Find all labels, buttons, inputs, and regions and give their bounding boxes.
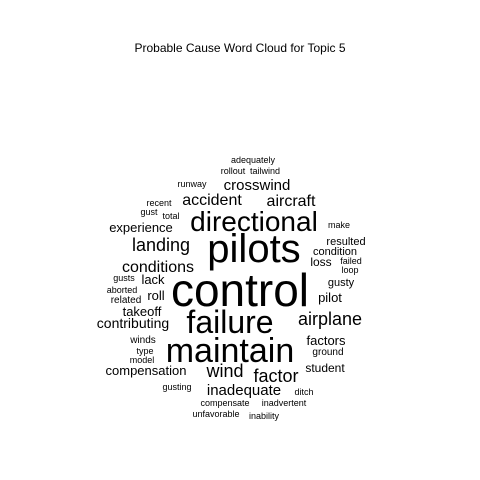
word-maintain: maintain: [166, 332, 295, 370]
word-airplane: airplane: [298, 309, 362, 329]
word-student: student: [305, 361, 345, 375]
word-wind: wind: [205, 361, 243, 381]
word-directional: directional: [190, 206, 318, 237]
word-crosswind: crosswind: [224, 177, 291, 194]
word-adequately: adequately: [231, 155, 276, 165]
word-winds: winds: [129, 335, 156, 346]
word-gust: gust: [140, 207, 158, 217]
word-experience: experience: [109, 220, 173, 235]
word-loop: loop: [341, 265, 358, 275]
word-resulted: resulted: [326, 236, 365, 248]
word-failed: failed: [340, 256, 362, 266]
word-inability: inability: [249, 411, 280, 421]
word-compensate: compensate: [200, 398, 249, 408]
word-gusty: gusty: [328, 277, 355, 289]
word-inadequate: inadequate: [207, 382, 281, 399]
word-ditch: ditch: [294, 387, 313, 397]
word-related: related: [111, 295, 142, 306]
word-tailwind: tailwind: [250, 166, 280, 176]
word-roll: roll: [147, 288, 164, 303]
word-inadvertent: inadvertent: [262, 398, 307, 408]
word-control: control: [171, 264, 309, 316]
word-lack: lack: [141, 272, 165, 287]
word-aircraft: aircraft: [267, 193, 316, 210]
word-gusts: gusts: [113, 273, 135, 283]
word-ground: ground: [312, 347, 343, 358]
word-accident: accident: [182, 192, 242, 209]
word-runway: runway: [177, 179, 207, 189]
word-factor: factor: [253, 366, 298, 386]
word-contributing: contributing: [97, 315, 169, 331]
word-loss: loss: [310, 255, 331, 269]
word-rollout: rollout: [221, 166, 246, 176]
word-pilot: pilot: [318, 290, 342, 305]
word-factors: factors: [306, 333, 346, 348]
word-failure: failure: [186, 304, 273, 340]
word-compensation: compensation: [106, 363, 187, 378]
word-conditions: conditions: [122, 259, 194, 276]
word-type: type: [136, 346, 153, 356]
word-landing: landing: [132, 235, 190, 255]
word-recent: recent: [146, 198, 172, 208]
word-gusting: gusting: [162, 382, 191, 392]
chart-title: Probable Cause Word Cloud for Topic 5: [134, 41, 345, 55]
word-takeoff: takeoff: [123, 304, 162, 319]
word-total: total: [162, 211, 179, 221]
word-aborted: aborted: [107, 285, 138, 295]
word-condition: condition: [313, 246, 357, 258]
word-pilots: pilots: [207, 227, 300, 271]
word-model: model: [130, 355, 155, 365]
word-unfavorable: unfavorable: [192, 409, 239, 419]
word-group: controlmaintainpilotsfailuredirectionala…: [97, 155, 366, 421]
word-make: make: [328, 220, 350, 230]
